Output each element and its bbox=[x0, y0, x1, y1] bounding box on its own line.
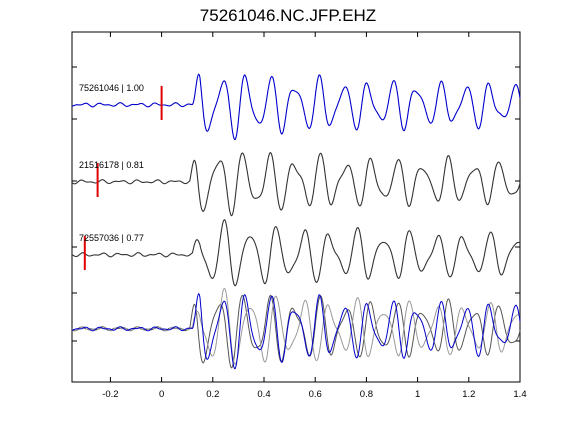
stack-trace-line bbox=[71, 292, 521, 370]
x-tick-label: 0.8 bbox=[360, 389, 373, 400]
trace-group bbox=[71, 73, 521, 287]
x-tick-label: 0.2 bbox=[206, 389, 219, 400]
stack-trace-line bbox=[71, 294, 521, 369]
x-tick-label: 1 bbox=[415, 389, 420, 400]
plot-frame bbox=[71, 31, 521, 383]
x-tick-label: 1.2 bbox=[462, 389, 475, 400]
x-tick-label: 0 bbox=[159, 389, 164, 400]
stack-trace-line bbox=[71, 287, 521, 365]
x-tick-marks: -0.2 0 0.2 0.4 0.6 0.8 1 1.2 1.4 bbox=[102, 32, 527, 400]
trace-line bbox=[71, 218, 521, 287]
overlay-stack bbox=[71, 287, 521, 370]
trace-label: 21516178 | 0.81 bbox=[79, 160, 144, 170]
x-tick-label: 0.6 bbox=[309, 389, 322, 400]
trace-label-group: 75261046 | 1.00 21516178 | 0.81 72557036 |… bbox=[79, 83, 144, 243]
trace-label: 75261046 | 1.00 bbox=[79, 83, 144, 93]
x-tick-label: 1.4 bbox=[513, 389, 526, 400]
trace-line bbox=[71, 151, 521, 217]
trace-label: 72557036 | 0.77 bbox=[79, 233, 144, 243]
x-tick-label: 0.4 bbox=[257, 389, 270, 400]
y-tick-marks bbox=[72, 66, 520, 342]
trace-line bbox=[71, 73, 521, 141]
x-tick-label: -0.2 bbox=[102, 389, 118, 400]
chart-title: 75261046.NC.JFP.EHZ bbox=[199, 6, 377, 25]
